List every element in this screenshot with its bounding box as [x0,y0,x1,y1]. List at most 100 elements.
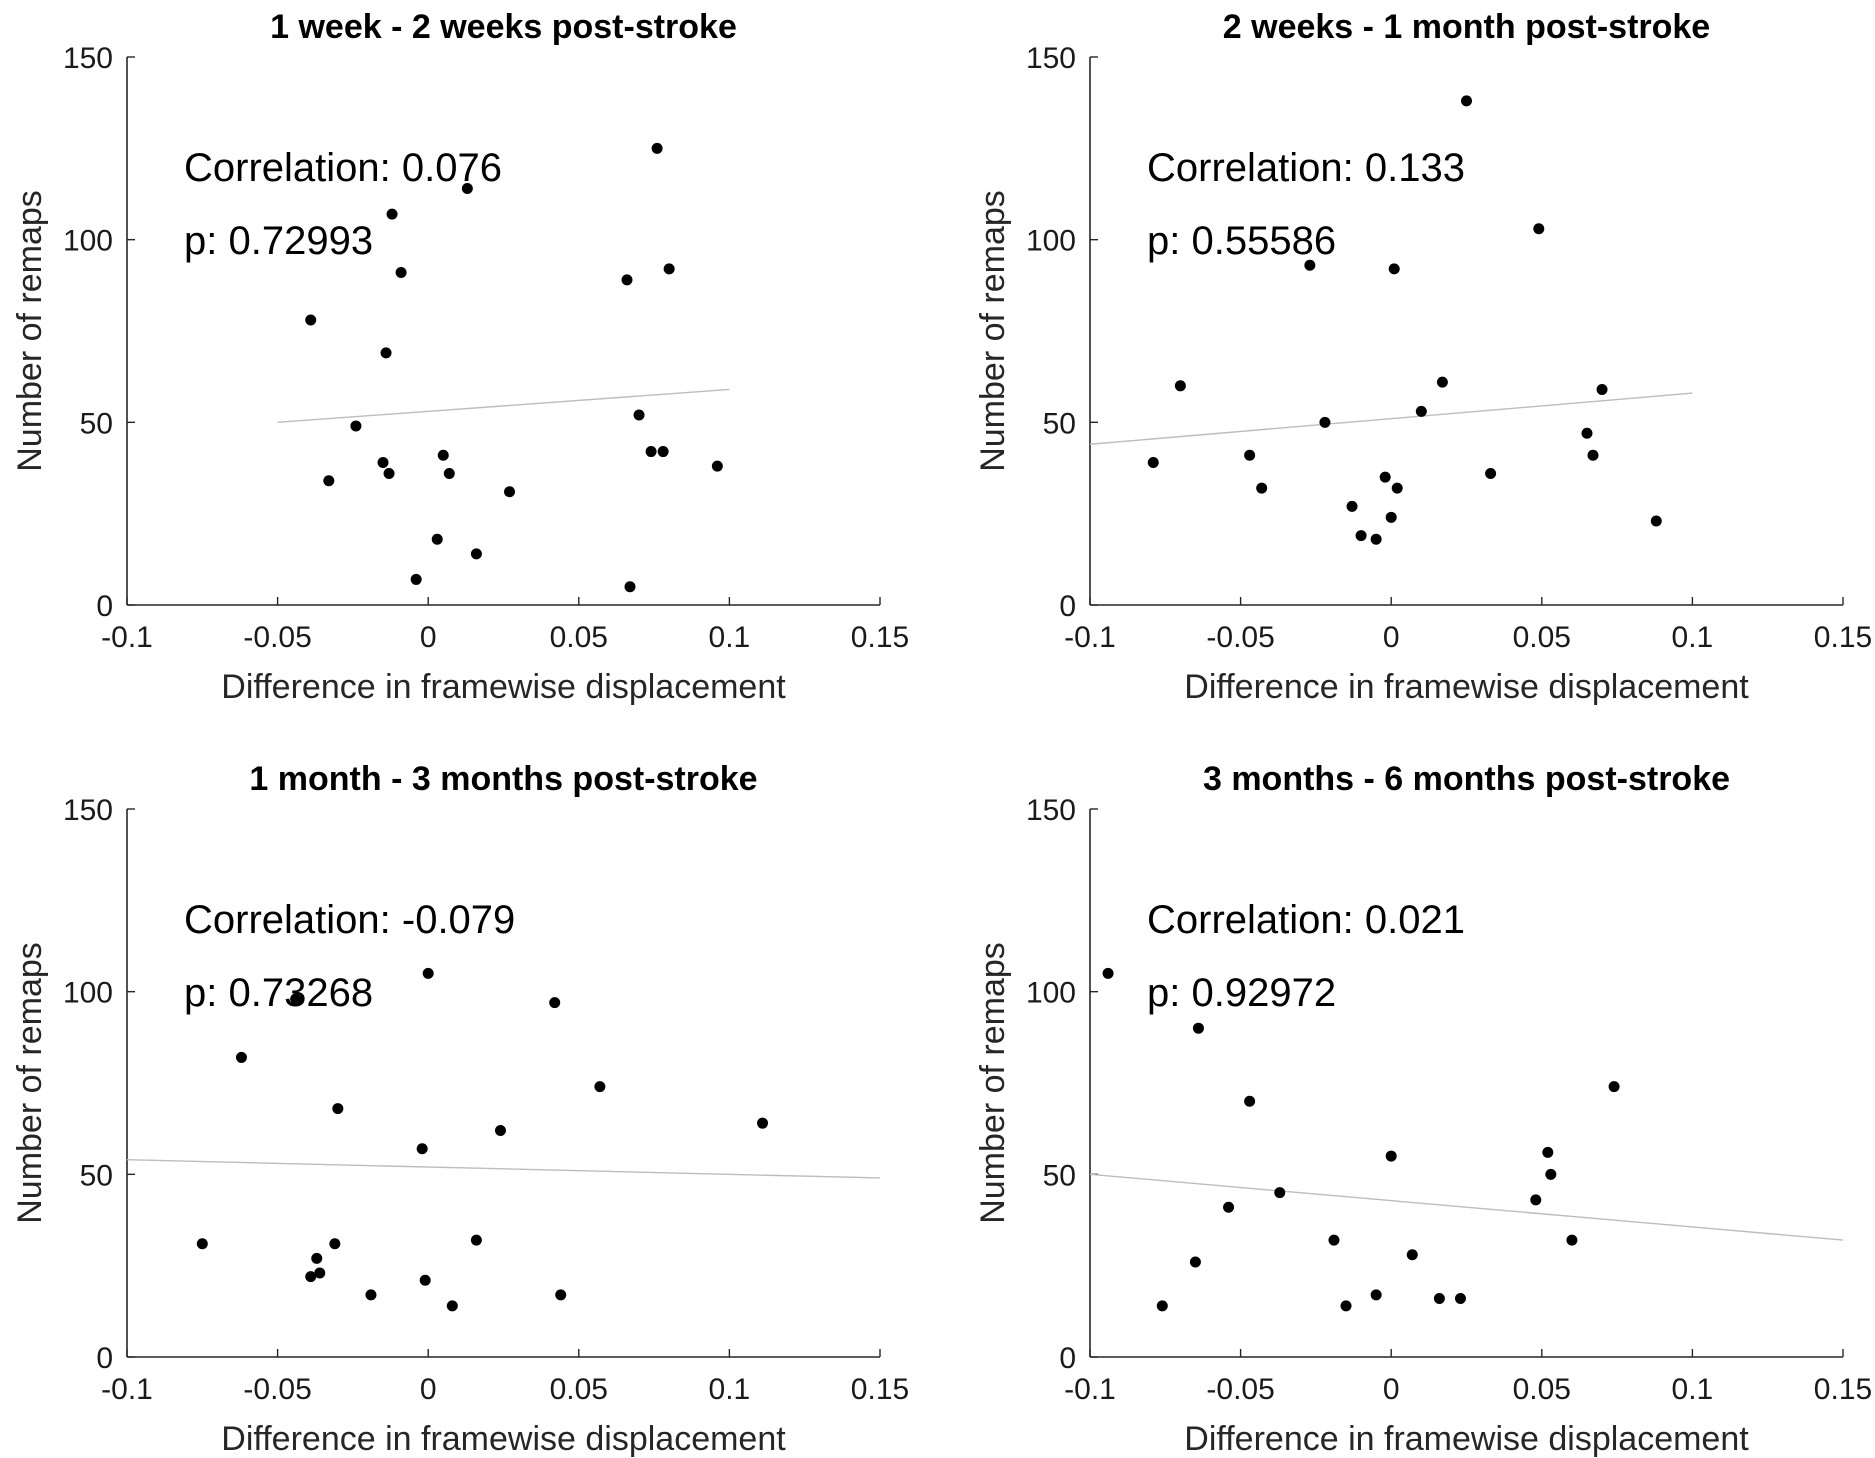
correlation-annotation: Correlation: -0.079 [184,898,515,942]
chart-title: 1 week - 2 weeks post-stroke [270,8,737,46]
data-point [1608,1081,1620,1093]
chart-title: 2 weeks - 1 month post-stroke [1223,8,1710,46]
data-point [549,997,561,1009]
data-point [494,1124,506,1136]
data-point [437,449,449,461]
data-point [1533,223,1545,235]
y-tick-label: 100 [63,977,113,1010]
y-tick-label: 150 [1026,42,1076,75]
correlation-annotation: Correlation: 0.076 [184,146,502,190]
y-tick-label: 100 [1026,977,1076,1010]
data-point [350,420,362,432]
data-point [386,208,398,220]
y-tick-label: 150 [1026,794,1076,827]
data-point [1156,1300,1168,1312]
x-tick-label: 0.1 [1672,1373,1714,1406]
data-point [1244,449,1256,461]
data-point [621,274,633,286]
data-point [645,446,657,458]
data-point [594,1081,606,1093]
data-point [1189,1256,1201,1268]
y-tick-label: 100 [63,225,113,258]
data-point [1328,1234,1340,1246]
data-point [323,475,335,487]
data-point [1385,511,1397,523]
x-tick-label: 0.15 [1814,1373,1872,1406]
data-point [1346,500,1358,512]
x-axis-label: Difference in framewise displacement [1184,668,1749,706]
data-point [365,1289,377,1301]
x-axis-label: Difference in framewise displacement [221,1420,786,1458]
data-point [410,573,422,585]
x-tick-label: -0.05 [243,621,311,654]
y-tick-label: 50 [1043,407,1076,440]
x-axis-label: Difference in framewise displacement [221,668,786,706]
p-value-annotation: p: 0.72993 [184,219,373,263]
x-tick-label: 0.1 [1672,621,1714,654]
data-point [1454,1293,1466,1305]
data-point [1415,405,1427,417]
y-axis-label: Number of remaps [11,190,49,472]
x-tick-label: -0.1 [101,1373,153,1406]
y-tick-label: 150 [63,42,113,75]
data-point [235,1051,247,1063]
data-point [1379,471,1391,483]
data-point [1581,427,1593,439]
data-point [1102,967,1114,979]
data-point [1596,383,1608,395]
data-point [419,1274,431,1286]
data-point [1385,1150,1397,1162]
data-point [1223,1201,1235,1213]
data-point [1485,467,1497,479]
regression-line [126,1159,881,1179]
x-tick-label: -0.1 [1064,1373,1116,1406]
data-point [1304,259,1316,271]
data-point [196,1238,208,1250]
data-point [422,967,434,979]
data-point [470,1234,482,1246]
p-value-annotation: p: 0.92972 [1147,971,1336,1015]
data-point [1436,376,1448,388]
data-point [311,1252,323,1264]
regression-line [1089,1173,1844,1241]
data-point [461,183,473,195]
data-point [633,409,645,421]
data-point [431,533,443,545]
data-point [305,314,317,326]
p-value-annotation: p: 0.73268 [184,971,373,1015]
data-point [1650,515,1662,527]
y-tick-label: 50 [80,407,113,440]
y-tick-label: 50 [1043,1159,1076,1192]
x-tick-label: 0 [1383,1373,1400,1406]
x-tick-label: 0.05 [1513,1373,1571,1406]
y-tick-label: 0 [1059,590,1076,623]
data-point [1566,1234,1578,1246]
data-point [290,993,302,1005]
x-tick-label: -0.05 [243,1373,311,1406]
data-point [416,1143,428,1155]
data-point [443,467,455,479]
data-point [1174,380,1186,392]
data-point [504,486,516,498]
data-point [1587,449,1599,461]
x-tick-label: -0.05 [1206,1373,1274,1406]
regression-line [1089,392,1693,445]
x-tick-label: 0.15 [851,621,909,654]
y-tick-label: 150 [63,794,113,827]
y-axis-label: Number of remaps [974,942,1012,1224]
x-tick-label: 0.1 [709,621,751,654]
data-point [1244,1095,1256,1107]
data-point [1391,482,1403,494]
data-point [380,347,392,359]
data-point [1319,416,1331,428]
scatter-panel-2: -0.1 -0.05 0 0.05 0.1 0.15 0 50 100 150 2 weeks - … [974,8,1872,706]
y-tick-label: 0 [96,590,113,623]
data-point [470,548,482,560]
x-tick-label: 0.05 [1513,621,1571,654]
data-point [383,467,395,479]
data-point [377,457,389,469]
chart-title: 3 months - 6 months post-stroke [1203,760,1730,798]
data-point [1355,530,1367,542]
x-tick-label: -0.1 [101,621,153,654]
